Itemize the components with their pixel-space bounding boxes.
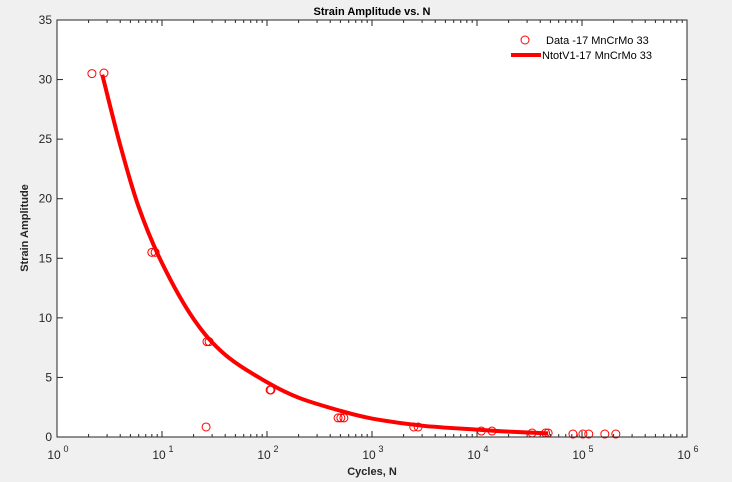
x-tick-exponent: 6	[693, 444, 698, 454]
data-point-circle-icon	[611, 429, 621, 439]
y-tick-label: 15	[39, 251, 53, 265]
data-point-circle-icon	[99, 68, 109, 78]
x-axis-label: Cycles, N	[347, 466, 397, 478]
y-axis-label: Strain Amplitude	[19, 184, 31, 272]
x-tick-exponent: 0	[63, 444, 68, 454]
x-tick-label: 10	[467, 448, 481, 462]
x-tick-exponent: 5	[588, 444, 593, 454]
x-tick-exponent: 3	[378, 444, 383, 454]
data-point-circle-icon	[476, 426, 486, 436]
data-markers	[87, 68, 621, 439]
plot-area	[57, 20, 687, 437]
x-tick-label: 10	[677, 448, 691, 462]
data-point-circle-icon	[336, 413, 346, 423]
data-point-circle-icon	[150, 247, 160, 257]
legend-marker-circle-icon	[520, 35, 530, 45]
y-tick-label: 35	[39, 13, 53, 27]
data-point-circle-icon	[201, 422, 211, 432]
y-tick-label: 20	[39, 192, 53, 206]
y-tick-label: 0	[45, 430, 52, 444]
legend-label-data: Data -17 MnCrMo 33	[546, 35, 649, 47]
x-tick-exponent: 2	[273, 444, 278, 454]
fit-line	[100, 74, 549, 436]
data-point-circle-icon	[413, 422, 423, 432]
data-point-circle-icon	[87, 69, 97, 79]
axes-frame	[56, 19, 688, 438]
data-point-circle-icon	[487, 426, 497, 436]
data-point-circle-icon	[339, 413, 349, 423]
y-tick-label: 30	[39, 73, 53, 87]
y-tick-label: 5	[45, 370, 52, 384]
data-point-circle-icon	[333, 413, 343, 423]
data-point-circle-icon	[266, 385, 276, 395]
data-point-circle-icon	[568, 429, 578, 439]
data-point-circle-icon	[409, 422, 419, 432]
data-point-circle-icon	[202, 337, 212, 347]
x-tick-exponent: 1	[168, 444, 173, 454]
x-tick-labels: 10 0 10 1 10 2 10 3 10 4 10 5 10 6	[47, 444, 698, 462]
x-tick-exponent: 4	[483, 444, 488, 454]
legend: Data -17 MnCrMo 33 NtotV1-17 MnCrMo 33	[511, 35, 652, 62]
data-point-circle-icon	[578, 429, 588, 439]
data-point-circle-icon	[204, 337, 214, 347]
x-tick-label: 10	[362, 448, 376, 462]
x-tick-label: 10	[152, 448, 166, 462]
y-tick-labels: 0 5 10 15 20 25 30 35	[39, 13, 53, 444]
legend-label-fit: NtotV1-17 MnCrMo 33	[542, 50, 652, 62]
x-tick-label: 10	[257, 448, 271, 462]
data-point-circle-icon	[600, 429, 610, 439]
data-point-circle-icon	[147, 247, 157, 257]
y-tick-label: 25	[39, 132, 53, 146]
x-tick-label: 10	[47, 448, 61, 462]
data-point-circle-icon	[584, 429, 594, 439]
fit-curve	[100, 74, 549, 436]
y-tick-label: 10	[39, 311, 53, 325]
chart-title: Strain Amplitude vs. N	[314, 6, 431, 18]
x-tick-label: 10	[572, 448, 586, 462]
